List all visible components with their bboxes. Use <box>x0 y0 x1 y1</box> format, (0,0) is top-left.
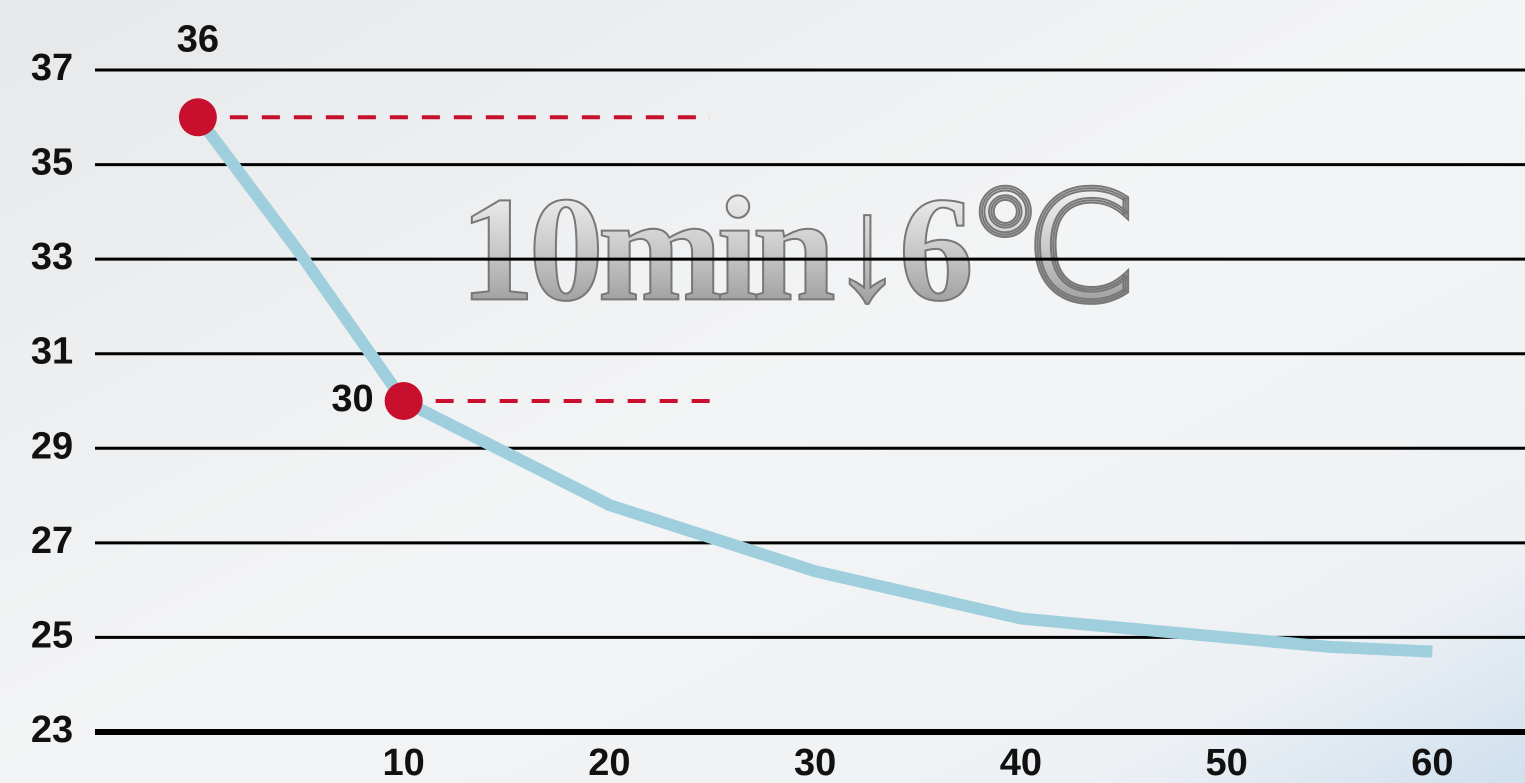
y-tick-label: 25 <box>31 614 73 656</box>
y-tick-label: 29 <box>31 425 73 467</box>
x-tick-label: 20 <box>588 742 630 783</box>
y-tick-label: 33 <box>31 236 73 278</box>
x-tick-label: 10 <box>382 742 424 783</box>
x-tick-label: 50 <box>1206 742 1248 783</box>
x-tick-label: 40 <box>1000 742 1042 783</box>
annotation: 10min↓6℃ <box>460 166 1131 332</box>
highlight-point <box>384 382 423 420</box>
y-tick-label: 23 <box>31 709 73 751</box>
highlight-point <box>178 98 217 137</box>
y-tick-label: 31 <box>31 331 73 373</box>
data-label: 30 <box>331 378 373 420</box>
y-tick-label: 35 <box>31 142 73 184</box>
data-label: 36 <box>177 18 219 60</box>
y-tick-label: 27 <box>31 520 73 562</box>
y-tick-label: 37 <box>31 47 73 89</box>
x-tick-label: 30 <box>794 742 836 783</box>
x-tick-label: 60 <box>1411 742 1453 783</box>
